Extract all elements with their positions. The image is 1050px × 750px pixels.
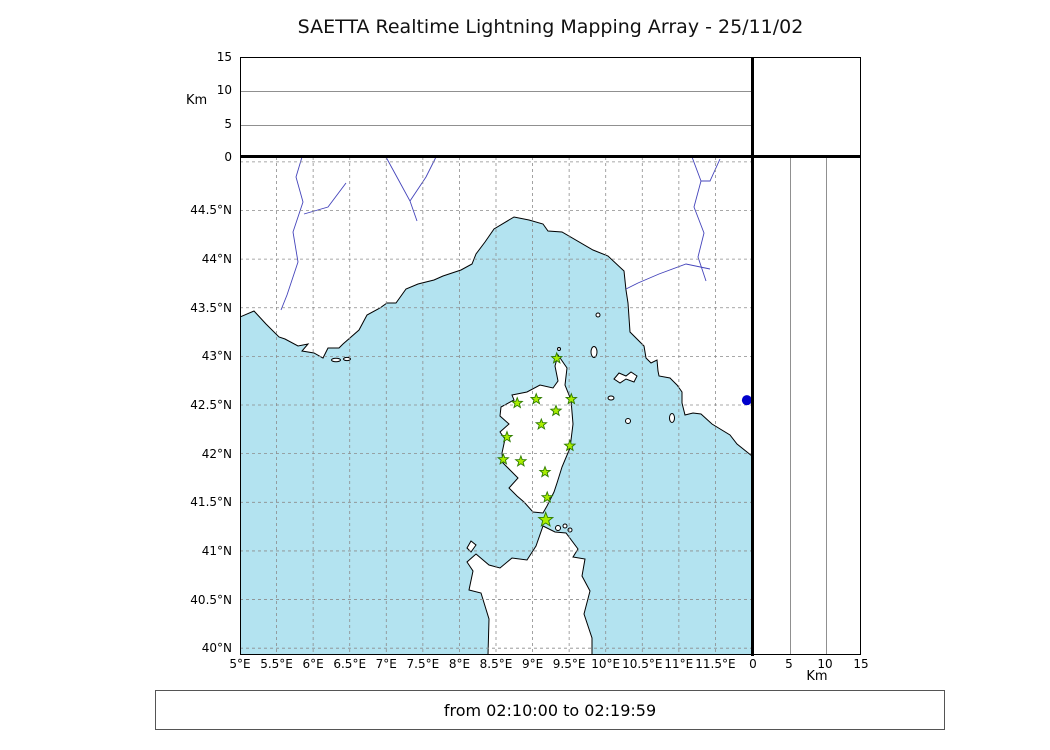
island-maddalena — [555, 525, 561, 531]
panel-divider-horizontal — [240, 155, 861, 158]
river — [691, 156, 707, 282]
lon-tick-label: 8°E — [448, 657, 471, 671]
station-marker — [550, 351, 564, 364]
station-marker — [529, 392, 543, 405]
island-maddalena-2 — [567, 527, 573, 533]
altitude-tick-label: 5 — [224, 116, 232, 131]
lon-tick-label: 10°E — [591, 657, 621, 671]
altitude-histogram-panel — [753, 57, 861, 157]
river — [701, 158, 721, 182]
map-gridlines — [240, 157, 752, 655]
map-svg — [239, 156, 753, 656]
panel-divider-vertical — [751, 57, 754, 656]
lat-tick-label: 44.5°N — [190, 203, 232, 218]
station-marker — [549, 404, 563, 417]
island-pianosa — [607, 395, 615, 401]
station-marker — [514, 454, 528, 467]
lat-tick-label: 42.5°N — [190, 398, 232, 413]
rivers — [280, 156, 721, 311]
lon-tick-label: 7°E — [375, 657, 397, 671]
time-range-text: from 02:10:00 to 02:19:59 — [443, 700, 657, 720]
station-marker — [534, 417, 548, 430]
river — [303, 182, 347, 215]
station-marker — [496, 452, 510, 465]
altitude-gridline — [826, 158, 827, 654]
km-tick-label: 15 — [853, 657, 869, 671]
river — [625, 263, 711, 290]
island-giglio — [669, 413, 675, 423]
lat-tick-label: 42°N — [201, 446, 232, 461]
island-elba — [613, 371, 638, 384]
lat-tick-label: 43.5°N — [190, 300, 232, 315]
km-tick-label: 0 — [749, 657, 757, 671]
altitude-unit-label: Km — [186, 93, 208, 108]
altitude-tick-label: 10 — [216, 83, 232, 98]
lon-tick-label: 9.5°E — [552, 657, 586, 671]
coastline-sardinia — [466, 525, 593, 656]
station-marker — [563, 439, 577, 452]
time-range-box: from 02:10:00 to 02:19:59 — [155, 690, 945, 730]
station-marker — [564, 392, 578, 405]
altitude-longitude-panel — [240, 57, 752, 157]
lon-tick-label: 10.5°E — [622, 657, 663, 671]
highlight-dot-group — [741, 395, 752, 406]
river — [385, 156, 418, 222]
island-giraglia — [557, 347, 561, 351]
lon-tick-label: 5.5°E — [260, 657, 293, 671]
station-markers — [496, 351, 578, 527]
island-capraia — [590, 346, 598, 358]
km-tick-label: 5 — [785, 657, 793, 671]
island-port-cros — [343, 356, 351, 362]
lat-tick-label: 41°N — [201, 543, 232, 558]
island-caprera — [562, 523, 568, 529]
map-panel — [239, 156, 753, 656]
altitude-gridline — [790, 158, 791, 654]
altitude-tick-label: 15 — [216, 50, 232, 64]
island-montecristo — [625, 418, 631, 424]
station-marker — [540, 490, 554, 503]
station-marker — [537, 511, 555, 527]
lat-tick-label: 44°N — [201, 252, 232, 267]
altitude-latitude-panel — [753, 157, 861, 655]
river — [409, 156, 437, 202]
station-marker — [500, 430, 514, 443]
river — [280, 156, 304, 311]
lon-tick-label: 7.5°E — [406, 657, 440, 671]
highlight-dot — [741, 395, 752, 406]
km-unit-label-bottom: Km — [806, 669, 828, 684]
station-marker — [510, 396, 524, 409]
altitude-gridline — [241, 91, 751, 93]
coastline-mainland — [239, 156, 753, 458]
lon-tick-label: 11.5°E — [695, 657, 736, 671]
lon-tick-label: 11°E — [664, 657, 694, 671]
island-gorgona — [595, 312, 601, 318]
lon-tick-label: 5°E — [229, 657, 251, 671]
km-tick-label: 10 — [817, 657, 833, 671]
lon-tick-label: 9°E — [521, 657, 544, 671]
altitude-tick-label: 0 — [224, 150, 232, 164]
page-title: SAETTA Realtime Lightning Mapping Array … — [297, 16, 804, 38]
lat-tick-label: 43°N — [201, 349, 232, 364]
altitude-gridline — [241, 124, 751, 126]
lon-tick-label: 6.5°E — [333, 657, 367, 671]
island-porquerolles — [331, 357, 341, 363]
lat-tick-label: 40°N — [201, 641, 232, 656]
landmasses — [239, 156, 753, 656]
station-marker — [538, 465, 552, 478]
lat-tick-label: 41.5°N — [190, 495, 232, 510]
lon-tick-label: 6°E — [302, 657, 324, 671]
lat-tick-label: 40.5°N — [190, 592, 232, 607]
lon-tick-label: 8.5°E — [479, 657, 513, 671]
